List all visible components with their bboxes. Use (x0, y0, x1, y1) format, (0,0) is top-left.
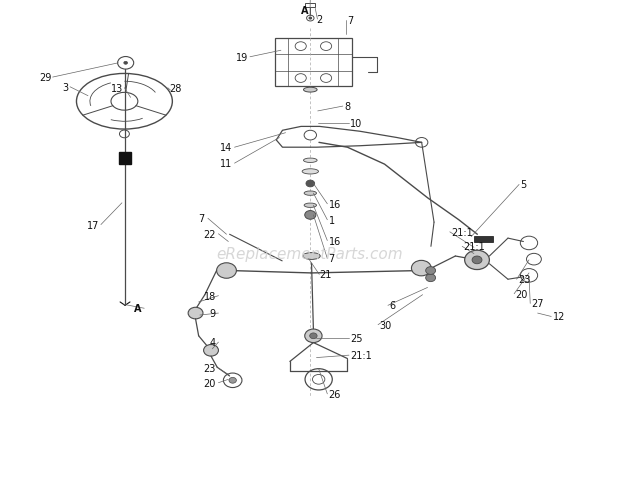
Text: 29: 29 (39, 73, 51, 83)
Ellipse shape (304, 192, 316, 196)
Text: eReplacementParts.com: eReplacementParts.com (216, 246, 404, 261)
Text: 16: 16 (329, 236, 341, 246)
Ellipse shape (304, 204, 316, 208)
Circle shape (203, 345, 218, 356)
Text: 20: 20 (203, 378, 216, 388)
Text: 21:1: 21:1 (350, 350, 372, 361)
Text: 30: 30 (379, 320, 392, 330)
Text: 14: 14 (221, 143, 232, 153)
Circle shape (305, 211, 316, 220)
Circle shape (412, 261, 432, 276)
Text: 13: 13 (111, 84, 123, 93)
Text: 7: 7 (329, 254, 335, 264)
Text: 11: 11 (221, 159, 232, 169)
Text: 22: 22 (203, 229, 216, 239)
Text: 3: 3 (63, 83, 69, 92)
Text: A: A (301, 6, 309, 16)
Text: 21:1: 21:1 (451, 227, 473, 237)
Text: 23: 23 (518, 274, 530, 285)
Text: 7: 7 (198, 214, 205, 224)
Circle shape (306, 181, 314, 187)
Text: 19: 19 (236, 53, 248, 62)
Circle shape (426, 267, 436, 275)
Circle shape (310, 333, 317, 339)
Text: 26: 26 (329, 389, 341, 399)
Circle shape (464, 251, 489, 270)
Text: 12: 12 (552, 312, 565, 322)
Circle shape (188, 308, 203, 319)
Ellipse shape (304, 88, 317, 93)
Text: 1: 1 (329, 215, 335, 225)
Text: 25: 25 (350, 333, 363, 344)
Text: A: A (135, 303, 142, 314)
Text: 4: 4 (210, 337, 216, 348)
Bar (120, 153, 131, 165)
Ellipse shape (304, 159, 317, 163)
Text: 9: 9 (210, 308, 216, 318)
Circle shape (472, 257, 482, 264)
Bar (474, 236, 493, 243)
Circle shape (229, 378, 236, 383)
Text: 7: 7 (347, 16, 353, 27)
Ellipse shape (303, 253, 320, 260)
Text: 10: 10 (350, 119, 363, 129)
Circle shape (309, 18, 311, 20)
Text: 28: 28 (169, 84, 181, 93)
Bar (306, 3, 315, 8)
Circle shape (304, 131, 316, 141)
Circle shape (216, 263, 236, 279)
Text: 21:1: 21:1 (463, 242, 485, 252)
Text: 5: 5 (520, 180, 526, 190)
Text: 27: 27 (531, 299, 544, 309)
Text: 23: 23 (203, 363, 216, 374)
Bar (275, 39, 352, 87)
Text: 20: 20 (515, 289, 528, 299)
Circle shape (426, 274, 436, 282)
Circle shape (124, 62, 128, 65)
Text: 21: 21 (319, 270, 332, 280)
Text: 17: 17 (87, 220, 100, 230)
Circle shape (305, 329, 322, 343)
Text: 18: 18 (204, 291, 216, 301)
Text: 8: 8 (344, 102, 350, 112)
Text: 2: 2 (316, 15, 322, 25)
Text: 6: 6 (389, 301, 396, 311)
Ellipse shape (302, 169, 319, 175)
Text: 16: 16 (329, 199, 341, 210)
